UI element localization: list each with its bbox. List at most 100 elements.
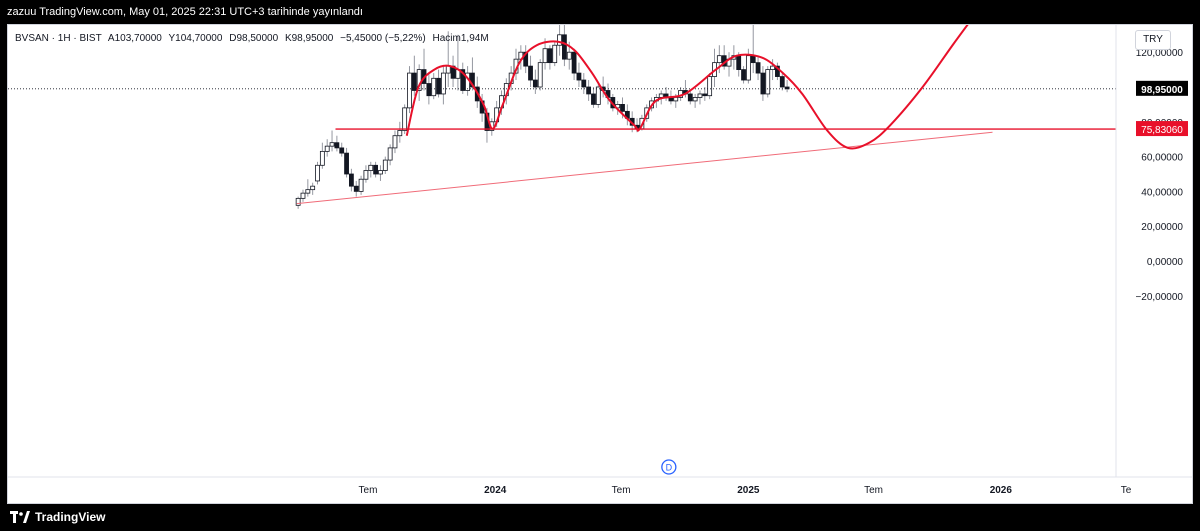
- price-axis: −20,00000 0,00000 20,00000 40,00000 60,00000…: [1115, 25, 1188, 477]
- candle-down: [784, 86, 790, 90]
- candle-up: [382, 159, 388, 171]
- candle-down: [591, 93, 596, 105]
- candle-up: [673, 97, 679, 102]
- candle-down: [576, 72, 582, 81]
- candle-up: [305, 189, 311, 194]
- tradingview-brand[interactable]: TradingView: [10, 510, 105, 524]
- currency-button[interactable]: TRY: [1135, 30, 1171, 50]
- candle-down: [528, 65, 533, 81]
- time-tick-label: Tem: [612, 485, 631, 496]
- candle-up: [542, 48, 548, 64]
- candle-up: [658, 93, 664, 98]
- candle-down: [687, 93, 693, 102]
- published-header-text: zazuu TradingView.com, May 01, 2025 22:3…: [7, 6, 363, 18]
- time-tick-label: Te: [1121, 485, 1132, 496]
- support-price-label: 75,83060: [1141, 125, 1183, 136]
- candle-down: [411, 72, 417, 91]
- candle-up: [329, 142, 335, 147]
- legend-volume: Hacim1,94M: [432, 33, 489, 44]
- candle-down: [755, 62, 761, 74]
- candle-up: [324, 145, 330, 152]
- candle-down: [339, 147, 345, 154]
- price-tick-label: 60,00000: [1141, 153, 1183, 164]
- candle-up: [431, 77, 437, 97]
- candle-up: [595, 86, 601, 105]
- candle-up: [295, 197, 301, 206]
- candle-up: [692, 97, 698, 102]
- dividend-marker-label: D: [666, 463, 673, 473]
- candle-up: [745, 55, 751, 81]
- price-chart[interactable]: −20,00000 0,00000 20,00000 40,00000 60,00000…: [8, 25, 1192, 503]
- legend-symbol[interactable]: BVSAN · 1H · BIST: [15, 33, 102, 44]
- candle-up: [407, 72, 412, 109]
- candle-up: [310, 185, 316, 191]
- price-tick-label: 40,00000: [1141, 187, 1183, 198]
- candles-layer: [295, 25, 790, 209]
- candle-down: [460, 69, 466, 91]
- candle-down: [532, 79, 538, 88]
- candle-up: [397, 130, 403, 137]
- candle-up: [319, 150, 325, 166]
- candle-down: [562, 34, 567, 60]
- chart-panel[interactable]: −20,00000 0,00000 20,00000 40,00000 60,00000…: [7, 24, 1193, 504]
- candle-down: [779, 76, 785, 88]
- ascending-trendline[interactable]: [296, 131, 993, 205]
- legend-low: D98,50000: [229, 33, 279, 44]
- candle-up: [552, 44, 558, 64]
- time-tick-label: 2026: [990, 485, 1013, 496]
- price-tick-label: −20,00000: [1135, 292, 1183, 303]
- price-tick-label: 0,00000: [1147, 257, 1184, 268]
- footer-bar: TradingView: [0, 504, 1200, 531]
- candle-down: [736, 55, 742, 71]
- legend-high: Y104,70000: [168, 33, 223, 44]
- last-price-label: 98,95000: [1141, 85, 1183, 96]
- symbol-legend: BVSAN · 1H · BIST A103,70000 Y104,70000 …: [15, 33, 493, 44]
- candle-down: [586, 86, 592, 95]
- candle-up: [770, 65, 775, 70]
- last-price-label-bg: [1136, 80, 1188, 96]
- legend-close: K98,95000: [284, 33, 334, 44]
- candle-down: [571, 51, 577, 74]
- candle-up: [378, 170, 383, 175]
- candle-down: [349, 173, 354, 187]
- candle-down: [741, 69, 746, 81]
- published-header: zazuu TradingView.com, May 01, 2025 22:3…: [0, 0, 1200, 24]
- candle-down: [334, 142, 340, 149]
- candle-down: [547, 48, 553, 64]
- candle-up: [716, 55, 722, 64]
- time-tick-label: Tem: [359, 485, 378, 496]
- candle-down: [436, 77, 441, 95]
- legend-change: −5,45000 (−5,22%): [340, 33, 426, 44]
- candle-up: [697, 93, 703, 98]
- price-tick-label: 20,00000: [1141, 222, 1183, 233]
- time-tick-label: 2024: [484, 485, 507, 496]
- candle-up: [315, 164, 320, 182]
- markers-layer: D: [661, 459, 677, 475]
- time-tick-label: Tem: [864, 485, 883, 496]
- candle-down: [702, 93, 708, 97]
- candle-down: [760, 72, 766, 95]
- time-tick-label: 2025: [737, 485, 760, 496]
- candle-up: [707, 76, 713, 97]
- support-label-bg: [1136, 121, 1188, 137]
- candle-down: [750, 55, 756, 64]
- candle-up: [557, 34, 562, 46]
- candle-down: [353, 185, 359, 192]
- candle-down: [775, 65, 780, 77]
- candle-down: [373, 164, 379, 175]
- price-tick-label: 120,00000: [1136, 48, 1184, 59]
- candle-down: [523, 51, 529, 67]
- time-axis: Tem 2024 Tem 2025 Tem 2026 Te: [8, 476, 1192, 496]
- pattern-curve[interactable]: [405, 25, 996, 150]
- candle-up: [445, 65, 451, 74]
- candle-up: [387, 147, 393, 161]
- candle-down: [426, 83, 432, 97]
- drawings-layer: [8, 25, 1116, 205]
- candle-up: [363, 170, 369, 180]
- dividend-marker-icon[interactable]: [661, 459, 677, 475]
- candle-up: [537, 62, 543, 88]
- candle-up: [566, 51, 572, 60]
- candle-up: [368, 164, 374, 171]
- candle-up: [765, 69, 771, 95]
- candle-down: [470, 72, 475, 88]
